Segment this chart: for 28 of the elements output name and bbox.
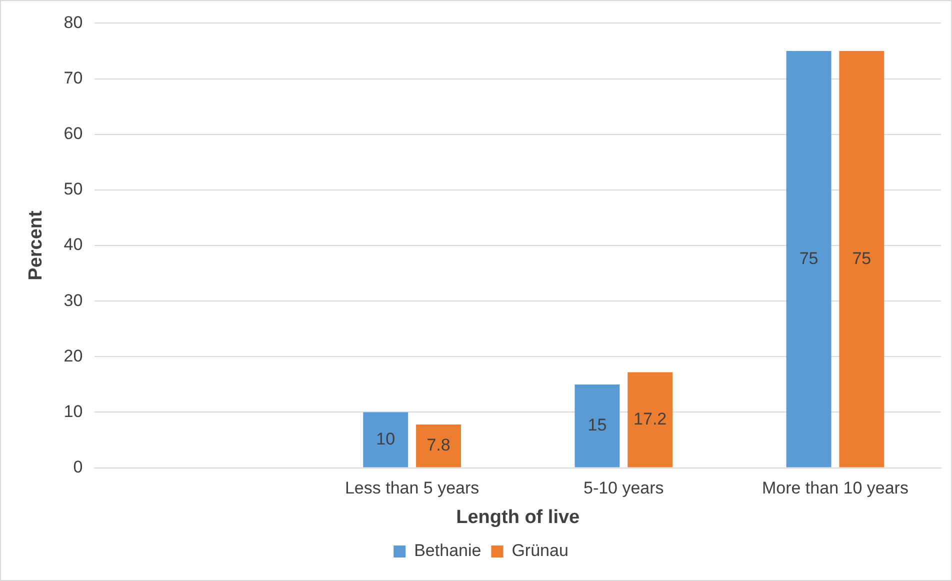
y-tick-label: 70 bbox=[64, 68, 83, 88]
x-axis-title: Length of live bbox=[456, 506, 580, 528]
data-label: 15 bbox=[588, 416, 607, 435]
y-tick-label: 60 bbox=[64, 124, 83, 144]
y-tick-label: 30 bbox=[64, 290, 83, 310]
y-tick-label: 10 bbox=[64, 402, 83, 421]
y-axis-title: Percent bbox=[26, 210, 47, 280]
y-tick-label: 80 bbox=[64, 12, 83, 32]
legend-label: Grünau bbox=[512, 541, 568, 560]
bar bbox=[786, 50, 832, 468]
bar bbox=[574, 384, 620, 468]
data-label: 7.8 bbox=[426, 436, 450, 455]
bar bbox=[628, 372, 673, 468]
legend-label: Bethanie bbox=[414, 541, 482, 560]
y-tick-label: 40 bbox=[64, 235, 83, 254]
bar bbox=[416, 424, 461, 468]
y-tick-label: 50 bbox=[64, 180, 83, 199]
data-label: 17.2 bbox=[634, 409, 667, 428]
x-tick-label: Less than 5 years bbox=[344, 478, 480, 498]
data-label: 75 bbox=[799, 248, 818, 268]
data-label: 10 bbox=[376, 429, 396, 448]
bar bbox=[839, 50, 884, 468]
y-tick-label: 20 bbox=[64, 346, 83, 366]
x-tick-label: More than 10 years bbox=[762, 478, 908, 498]
y-tick-label: 0 bbox=[73, 457, 83, 476]
bar bbox=[363, 412, 408, 468]
data-label: 75 bbox=[852, 248, 872, 268]
x-tick-label: 5-10 years bbox=[583, 478, 664, 498]
